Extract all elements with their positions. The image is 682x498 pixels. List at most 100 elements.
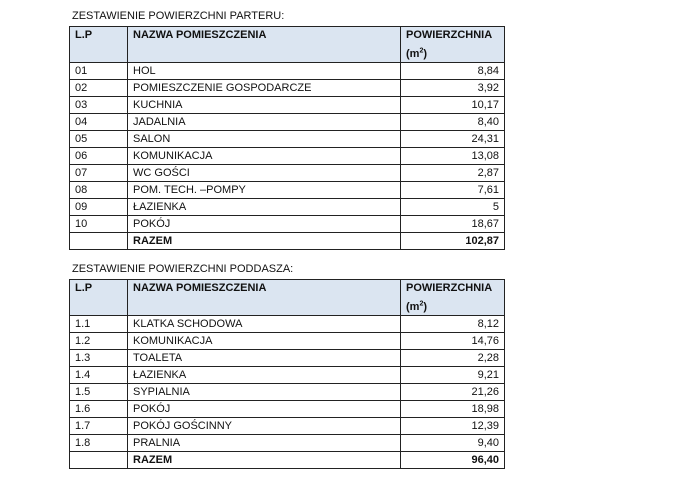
- cell-area: 18,67: [400, 214, 505, 233]
- cell-name: JADALNIA: [127, 112, 401, 131]
- cell-name: HOL: [127, 61, 401, 80]
- cell-area: 7,61: [400, 180, 505, 199]
- header-lp: L.P: [69, 279, 128, 316]
- header-row: L.P NAZWA POMIESZCZENIA POWIERZCHNIA (m2): [69, 26, 505, 63]
- total-row: RAZEM 102,87: [69, 231, 505, 250]
- table-row: 01 HOL 8,84: [69, 61, 505, 80]
- unit-pre: (m: [406, 300, 420, 313]
- poddasze-table: L.P NAZWA POMIESZCZENIA POWIERZCHNIA (m2)…: [69, 279, 505, 469]
- total-label: RAZEM: [127, 231, 401, 250]
- unit-sup: 2: [419, 47, 424, 54]
- table-row: 10 POKÓJ 18,67: [69, 214, 505, 233]
- cell-name: TOALETA: [127, 348, 401, 367]
- cell-name: POM. TECH. –POMPY: [127, 180, 401, 199]
- cell-name: SYPIALNIA: [127, 382, 401, 401]
- cell-lp: 1.3: [69, 348, 128, 367]
- cell-name: KOMUNIKACJA: [127, 331, 401, 350]
- total-label: RAZEM: [127, 450, 401, 469]
- cell-name: POKÓJ GOŚCINNY: [127, 416, 401, 435]
- parter-table: L.P NAZWA POMIESZCZENIA POWIERZCHNIA (m2)…: [69, 26, 505, 250]
- total-value: 96,40: [400, 450, 505, 469]
- cell-area: 9,21: [400, 365, 505, 384]
- header-unit: (m2): [406, 300, 428, 313]
- cell-area: 9,40: [400, 433, 505, 452]
- cell-area: 24,31: [400, 129, 505, 148]
- cell-name: SALON: [127, 129, 401, 148]
- cell-lp: 1.8: [69, 433, 128, 452]
- cell-area: 13,08: [400, 146, 505, 165]
- header-area: POWIERZCHNIA (m2): [400, 26, 505, 63]
- cell-area: 2,28: [400, 348, 505, 367]
- header-area-label: POWIERZCHNIA: [406, 29, 493, 41]
- cell-lp: 1.1: [69, 314, 128, 333]
- cell-lp: 1.7: [69, 416, 128, 435]
- cell-lp: 1.5: [69, 382, 128, 401]
- table-row: 1.7 POKÓJ GOŚCINNY 12,39: [69, 416, 505, 435]
- table-row: 08 POM. TECH. –POMPY 7,61: [69, 180, 505, 199]
- cell-name: ŁAZIENKA: [127, 197, 401, 216]
- cell-area: 2,87: [400, 163, 505, 182]
- table-row: 02 POMIESZCZENIE GOSPODARCZE 3,92: [69, 78, 505, 97]
- cell-name: WC GOŚCI: [127, 163, 401, 182]
- cell-lp: 09: [69, 197, 128, 216]
- cell-lp: 1.6: [69, 399, 128, 418]
- table-row: 04 JADALNIA 8,40: [69, 112, 505, 131]
- cell-area: 21,26: [400, 382, 505, 401]
- table-row: 03 KUCHNIA 10,17: [69, 95, 505, 114]
- cell-lp: 03: [69, 95, 128, 114]
- header-name: NAZWA POMIESZCZENIA: [127, 26, 401, 63]
- cell-area: 8,12: [400, 314, 505, 333]
- cell-area: 8,84: [400, 61, 505, 80]
- unit-sup: 2: [419, 300, 424, 307]
- cell-name: POKÓJ: [127, 399, 401, 418]
- table-row: 07 WC GOŚCI 2,87: [69, 163, 505, 182]
- total-value: 102,87: [400, 231, 505, 250]
- cell-area: 14,76: [400, 331, 505, 350]
- header-area-label: POWIERZCHNIA: [406, 282, 493, 294]
- table-row: 1.8 PRALNIA 9,40: [69, 433, 505, 452]
- table-row: 1.3 TOALETA 2,28: [69, 348, 505, 367]
- header-name: NAZWA POMIESZCZENIA: [127, 279, 401, 316]
- cell-empty: [69, 231, 128, 250]
- unit-post: ): [423, 300, 428, 313]
- cell-lp: 04: [69, 112, 128, 131]
- cell-name: KLATKA SCHODOWA: [127, 314, 401, 333]
- cell-lp: 08: [69, 180, 128, 199]
- table-row: 1.5 SYPIALNIA 21,26: [69, 382, 505, 401]
- cell-lp: 05: [69, 129, 128, 148]
- cell-lp: 10: [69, 214, 128, 233]
- total-row: RAZEM 96,40: [69, 450, 505, 469]
- table-row: 1.6 POKÓJ 18,98: [69, 399, 505, 418]
- header-lp: L.P: [69, 26, 128, 63]
- cell-area: 5: [400, 197, 505, 216]
- unit-pre: (m: [406, 47, 420, 60]
- table-row: 1.1 KLATKA SCHODOWA 8,12: [69, 314, 505, 333]
- header-area: POWIERZCHNIA (m2): [400, 279, 505, 316]
- cell-name: POMIESZCZENIE GOSPODARCZE: [127, 78, 401, 97]
- table-row: 06 KOMUNIKACJA 13,08: [69, 146, 505, 165]
- header-unit: (m2): [406, 47, 427, 60]
- cell-lp: 01: [69, 61, 128, 80]
- table-row: 09 ŁAZIENKA 5: [69, 197, 505, 216]
- cell-lp: 02: [69, 78, 128, 97]
- cell-area: 8,40: [400, 112, 505, 131]
- table-row: 1.2 KOMUNIKACJA 14,76: [69, 331, 505, 350]
- cell-name: POKÓJ: [127, 214, 401, 233]
- table-row: 05 SALON 24,31: [69, 129, 505, 148]
- cell-name: KOMUNIKACJA: [127, 146, 401, 165]
- cell-area: 10,17: [400, 95, 505, 114]
- cell-name: ŁAZIENKA: [127, 365, 401, 384]
- header-row: L.P NAZWA POMIESZCZENIA POWIERZCHNIA (m2): [69, 279, 505, 316]
- cell-name: PRALNIA: [127, 433, 401, 452]
- cell-name: KUCHNIA: [127, 95, 401, 114]
- cell-empty: [69, 450, 128, 469]
- parter-title: ZESTAWIENIE POWIERZCHNI PARTERU:: [72, 10, 285, 22]
- poddasze-title: ZESTAWIENIE POWIERZCHNI PODDASZA:: [72, 263, 294, 275]
- table-row: 1.4 ŁAZIENKA 9,21: [69, 365, 505, 384]
- cell-lp: 1.4: [69, 365, 128, 384]
- cell-lp: 06: [69, 146, 128, 165]
- cell-lp: 1.2: [69, 331, 128, 350]
- cell-area: 12,39: [400, 416, 505, 435]
- cell-area: 18,98: [400, 399, 505, 418]
- cell-area: 3,92: [400, 78, 505, 97]
